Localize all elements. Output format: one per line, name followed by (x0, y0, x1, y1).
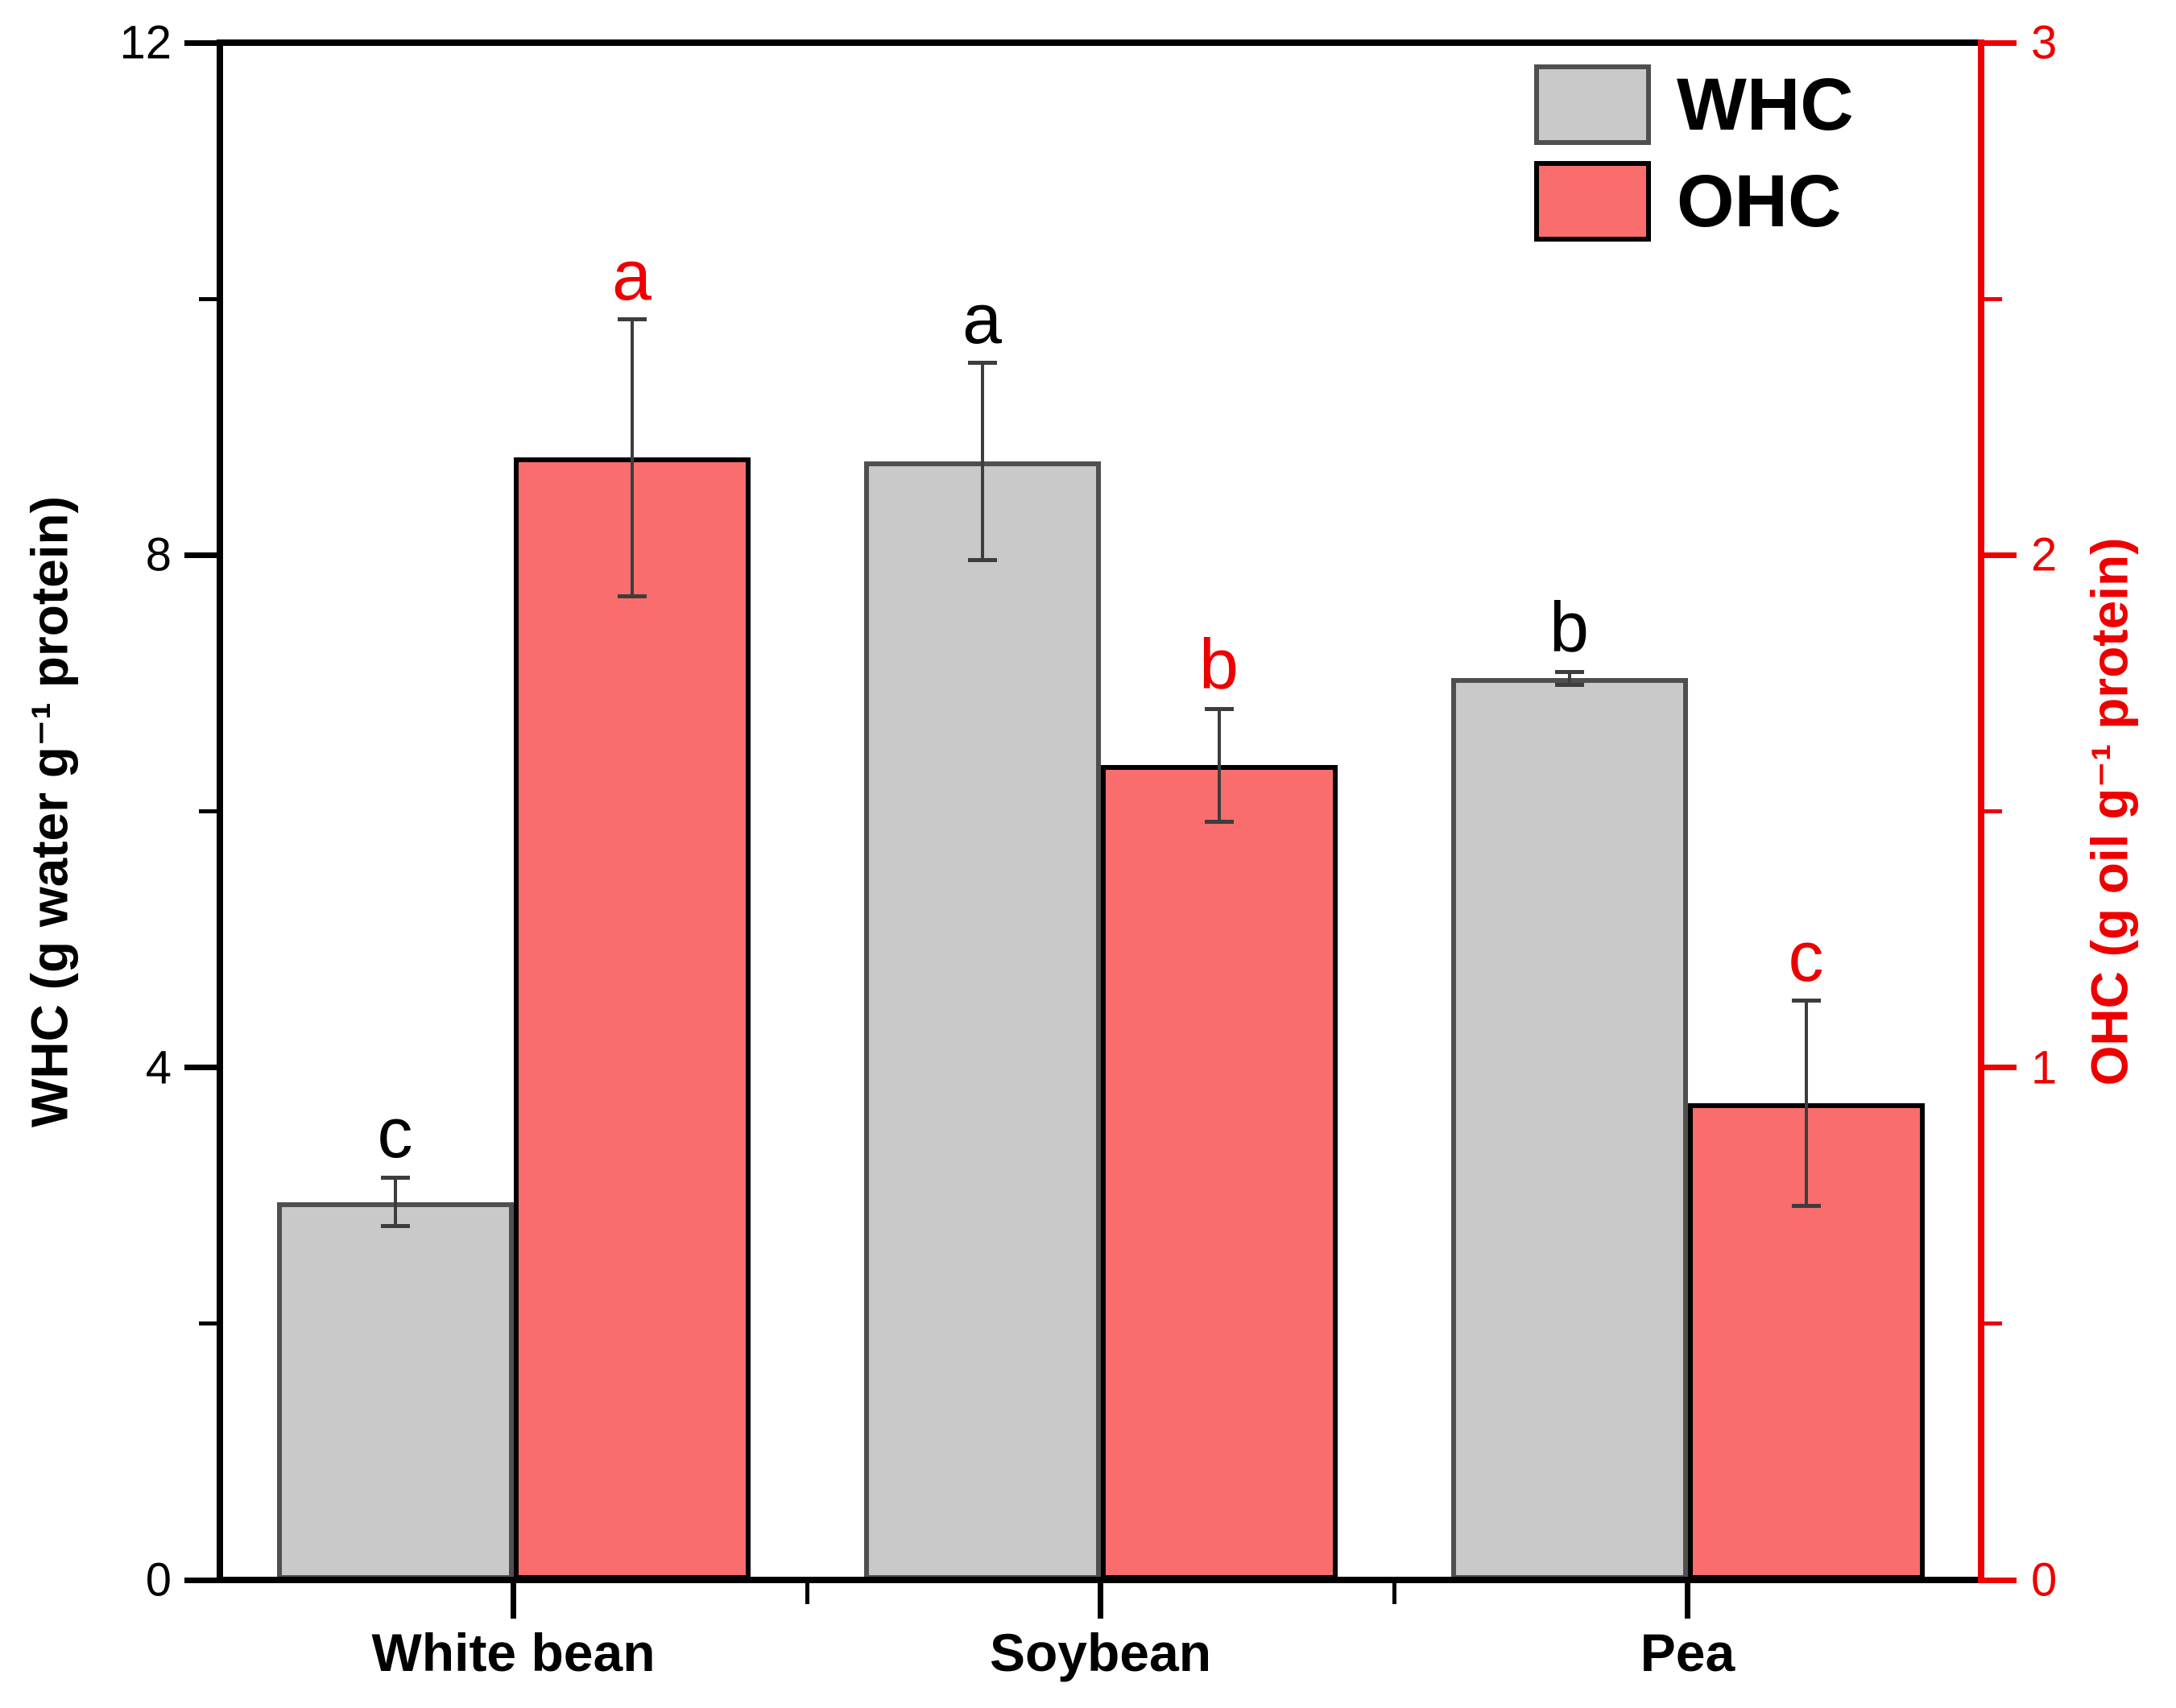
error-bar-cap-bottom (1204, 819, 1234, 824)
left-major-tick (184, 1065, 220, 1071)
error-bar-line (980, 362, 984, 560)
significance-letter: c (1788, 916, 1824, 996)
right-major-tick (1981, 552, 2017, 558)
significance-letter: b (1199, 624, 1239, 705)
left-axis-line (217, 39, 223, 1583)
left-minor-tick (199, 296, 220, 301)
error-bar-cap-top (1791, 999, 1821, 1003)
left-minor-tick (199, 809, 220, 813)
legend-item-whc: WHC (1534, 64, 1854, 145)
right-minor-tick (1981, 809, 2002, 813)
error-bar-cap-bottom (1554, 682, 1584, 687)
right-axis-title: OHC (g oil g⁻¹ protein) (2080, 537, 2139, 1086)
right-major-tick (1981, 39, 2017, 46)
legend: WHC OHC (1534, 64, 1854, 242)
error-bar-line (1217, 709, 1221, 822)
left-major-tick (184, 39, 220, 46)
x-major-tick (511, 1583, 516, 1619)
right-minor-tick (1981, 1321, 2002, 1326)
error-bar-cap-bottom (967, 558, 997, 563)
legend-item-ohc: OHC (1534, 161, 1854, 242)
significance-letter: c (377, 1093, 413, 1173)
right-tick-label: 3 (2031, 16, 2058, 69)
error-bar-line (393, 1177, 397, 1226)
bar-whc-2 (1450, 678, 1688, 1580)
category-label: Soybean (989, 1623, 1212, 1682)
error-bar-cap-top (1554, 669, 1584, 674)
x-major-tick (1098, 1583, 1103, 1619)
error-bar-cap-top (617, 317, 647, 322)
bar-whc-1 (863, 461, 1101, 1580)
ohc-series-swatch (1534, 161, 1651, 242)
top-axis-line (217, 39, 1984, 46)
right-major-tick (1981, 1065, 2017, 1071)
error-bar-cap-top (1204, 706, 1234, 711)
error-bar-cap-bottom (1791, 1203, 1821, 1208)
left-axis-title: WHC (g water g⁻¹ protein) (20, 496, 79, 1127)
category-label: White bean (371, 1623, 656, 1682)
error-bar-cap-bottom (617, 593, 647, 598)
bar-ohc-0 (513, 457, 751, 1580)
left-major-tick (184, 552, 220, 558)
left-tick-label: 0 (145, 1553, 172, 1607)
left-tick-label: 8 (145, 528, 172, 581)
significance-letter: b (1549, 587, 1589, 668)
error-bar-cap-top (380, 1175, 410, 1180)
bottom-axis-line (217, 1577, 1984, 1583)
legend-label-ohc: OHC (1677, 160, 1842, 242)
left-major-tick (184, 1577, 220, 1583)
left-tick-label: 4 (145, 1041, 172, 1094)
bar-whc-0 (276, 1201, 514, 1580)
right-tick-label: 1 (2031, 1041, 2058, 1094)
category-label: Pea (1640, 1623, 1735, 1682)
error-bar-line (1567, 672, 1571, 684)
error-bar-cap-top (967, 361, 997, 366)
error-bar-cap-bottom (380, 1224, 410, 1229)
error-bar-line (1804, 1000, 1808, 1206)
right-minor-tick (1981, 296, 2002, 301)
significance-letter: a (612, 234, 652, 315)
right-major-tick (1981, 1577, 2017, 1583)
left-minor-tick (199, 1321, 220, 1326)
right-tick-label: 0 (2031, 1553, 2058, 1607)
significance-letter: a (962, 278, 1002, 358)
x-minor-tick (805, 1583, 809, 1604)
left-tick-label: 12 (119, 16, 172, 69)
legend-label-whc: WHC (1677, 64, 1854, 146)
x-major-tick (1685, 1583, 1690, 1619)
error-bar-line (630, 319, 634, 597)
bar-ohc-1 (1100, 765, 1338, 1580)
x-minor-tick (1392, 1583, 1396, 1604)
whc-series-swatch (1534, 64, 1651, 145)
right-tick-label: 2 (2031, 528, 2058, 581)
